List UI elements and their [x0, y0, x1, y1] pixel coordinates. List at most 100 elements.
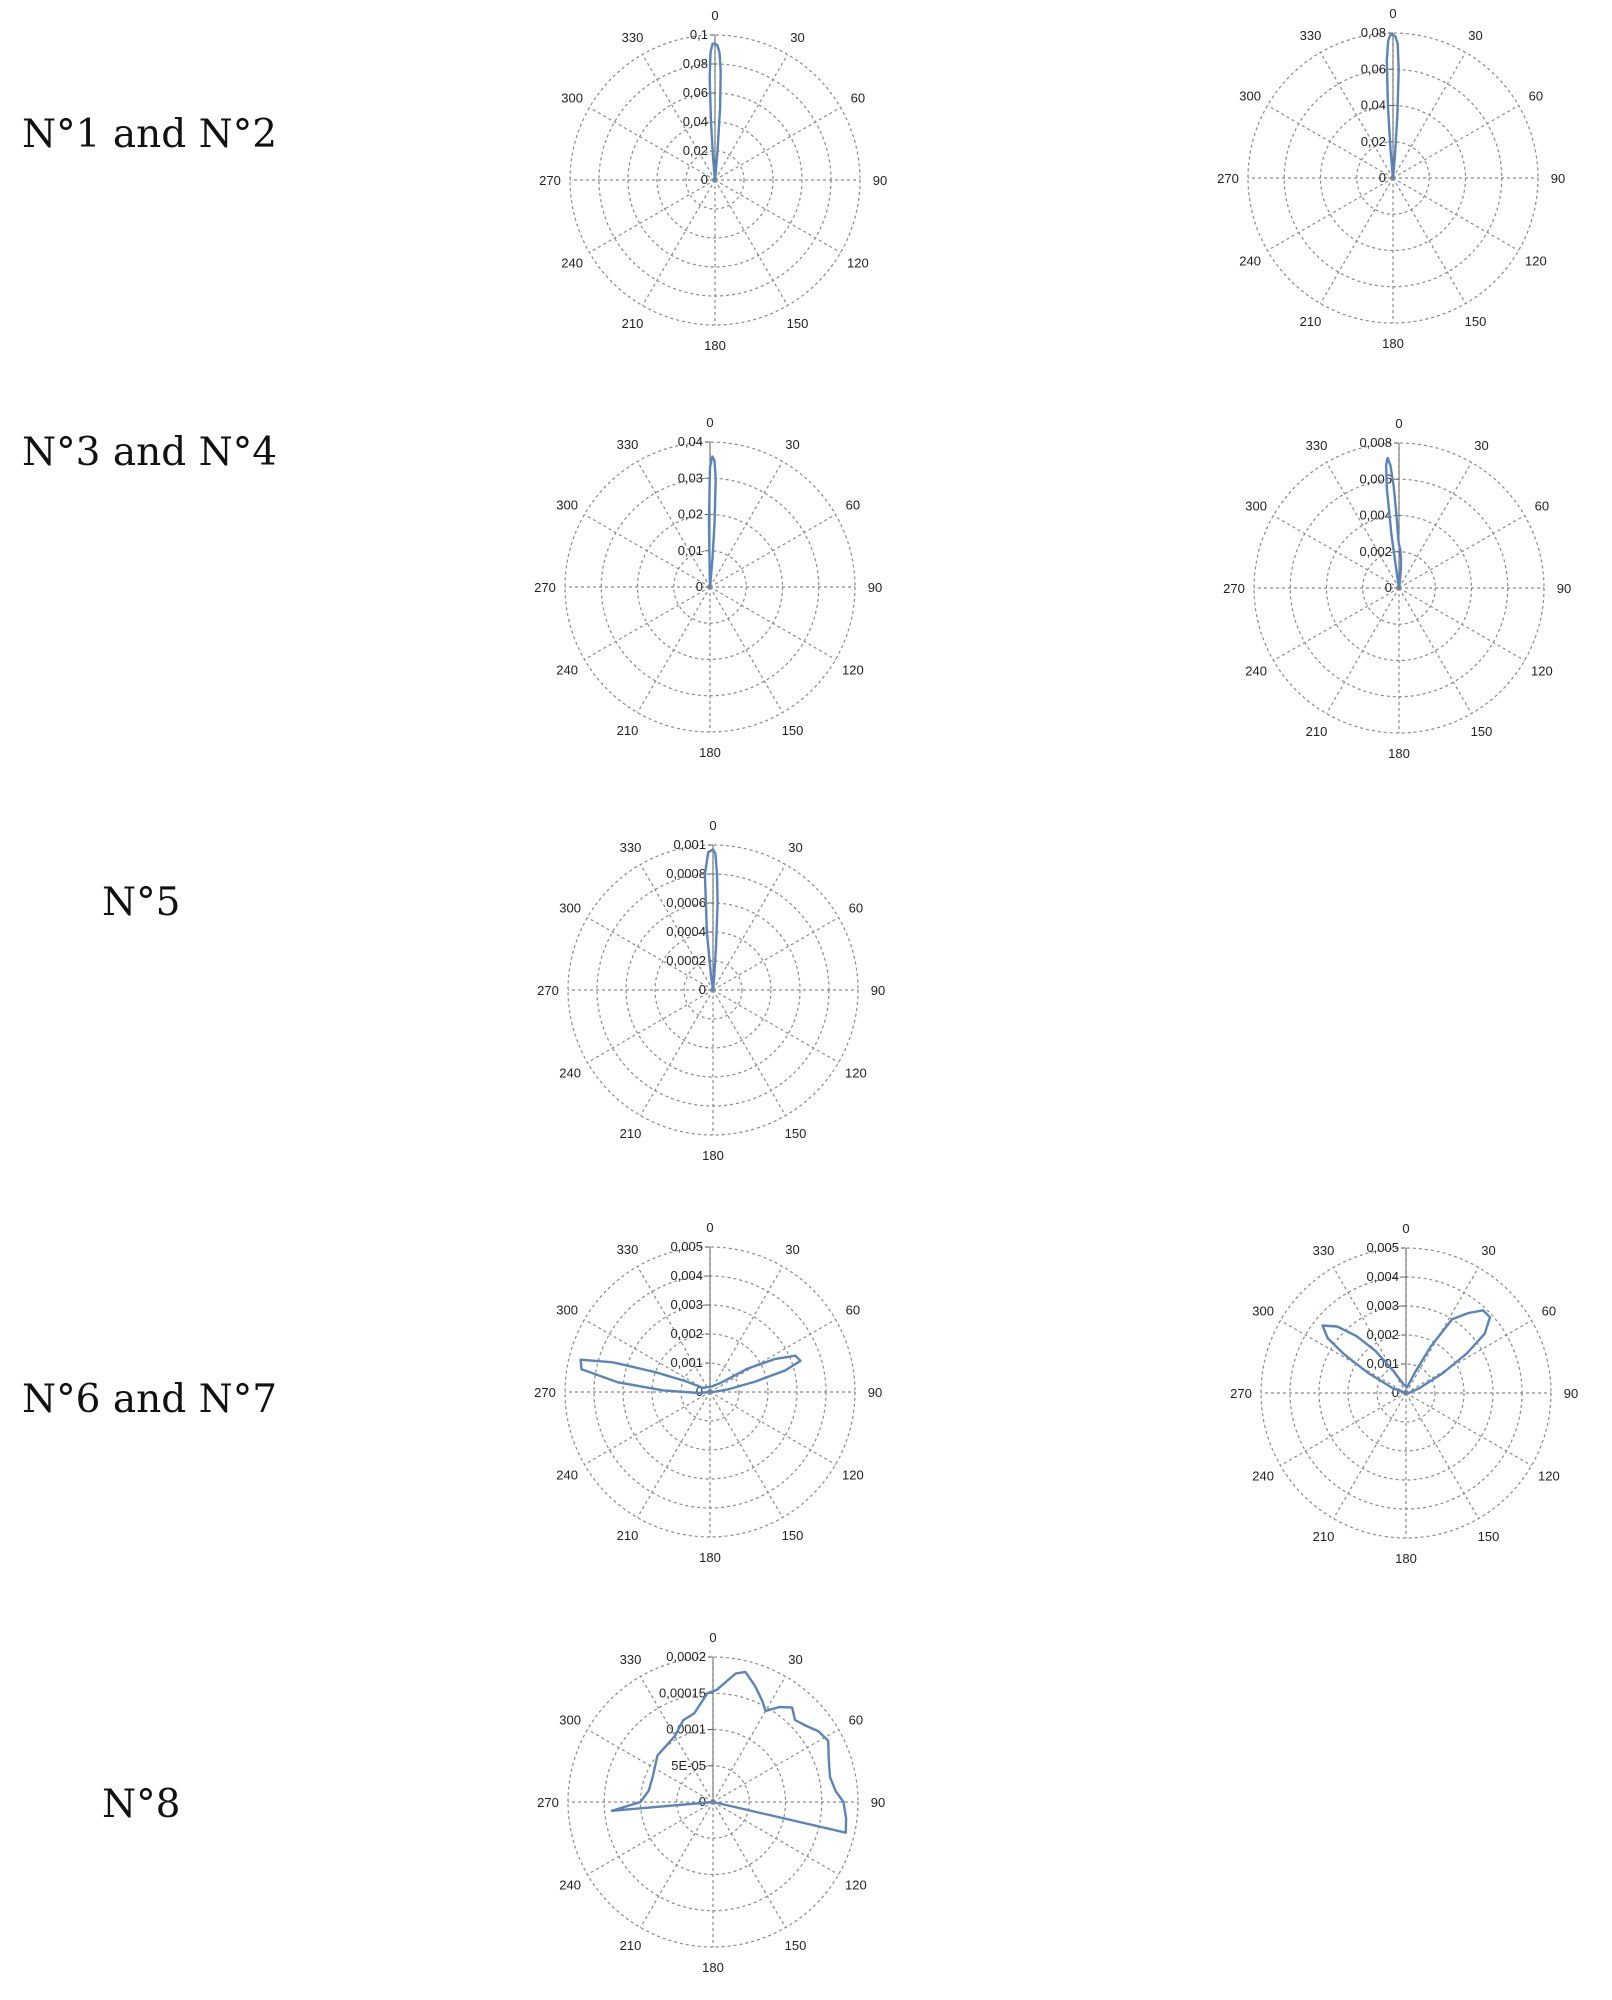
- radial-tick-label: 0,02: [683, 143, 708, 158]
- angular-tick-label: 270: [1223, 581, 1245, 596]
- angular-tick-label: 120: [847, 256, 869, 271]
- grid-ring: [683, 960, 743, 1020]
- angular-tick-label: 300: [1252, 1304, 1274, 1319]
- angular-tick-label: 60: [849, 1713, 863, 1728]
- angular-tick-label: 60: [849, 901, 863, 916]
- angular-tick-label: 270: [534, 580, 556, 595]
- grid-spoke: [1405, 1392, 1532, 1467]
- radial-tick-label: 0,04: [678, 434, 703, 449]
- grid-spoke: [1392, 177, 1467, 304]
- angular-tick-label: 0: [1389, 6, 1396, 21]
- radial-tick-label: 0,0006: [666, 895, 706, 910]
- angular-tick-label: 0: [706, 1220, 713, 1235]
- angular-tick-label: 330: [1306, 438, 1328, 453]
- radial-tick-label: 0: [699, 982, 706, 997]
- angular-tick-label: 240: [561, 256, 583, 271]
- angular-tick-label: 120: [842, 663, 864, 678]
- angular-tick-label: 150: [785, 1938, 807, 1953]
- grid-spoke: [712, 989, 839, 1064]
- polar-series-line: [1321, 1309, 1492, 1395]
- grid-spoke: [714, 179, 841, 254]
- radial-tick-label: 0,005: [1366, 1240, 1399, 1255]
- radial-tick-label: 0,0002: [666, 1649, 706, 1664]
- angular-tick-label: 240: [1252, 1469, 1274, 1484]
- grid-spoke: [639, 864, 714, 991]
- grid-spoke: [1405, 1392, 1480, 1519]
- radial-tick-label: 0,06: [683, 85, 708, 100]
- grid-spoke: [709, 513, 836, 588]
- radial-tick-label: 0,0008: [666, 866, 706, 881]
- grid-spoke: [709, 586, 784, 713]
- angular-tick-label: 0: [706, 415, 713, 430]
- angular-tick-label: 30: [1474, 438, 1488, 453]
- angular-tick-label: 120: [842, 1468, 864, 1483]
- radial-tick-label: 0,004: [670, 1268, 703, 1283]
- angular-tick-label: 210: [620, 1938, 642, 1953]
- grid-spoke: [1280, 1319, 1407, 1394]
- angular-tick-label: 30: [785, 1242, 799, 1257]
- angular-tick-label: 180: [702, 1148, 724, 1163]
- radial-tick-label: 0,0001: [666, 1722, 706, 1737]
- angular-tick-label: 150: [1478, 1529, 1500, 1544]
- grid-spoke: [636, 1391, 711, 1518]
- grid-spoke: [584, 1318, 711, 1393]
- angular-tick-label: 180: [1388, 746, 1410, 761]
- radial-tick-label: 0,08: [683, 56, 708, 71]
- angular-tick-label: 210: [620, 1126, 642, 1141]
- radial-tick-label: 0,0004: [666, 924, 706, 939]
- radial-tick-label: 0,001: [670, 1355, 703, 1370]
- angular-tick-label: 330: [620, 840, 642, 855]
- grid-ring: [685, 150, 745, 210]
- angular-tick-label: 270: [534, 1385, 556, 1400]
- angular-tick-label: 150: [1471, 724, 1493, 739]
- angular-tick-label: 60: [851, 91, 865, 106]
- grid-spoke: [641, 179, 716, 306]
- angular-tick-label: 330: [1313, 1243, 1335, 1258]
- angular-tick-label: 300: [556, 1303, 578, 1318]
- radial-tick-label: 0: [699, 1794, 706, 1809]
- angular-tick-label: 120: [845, 1066, 867, 1081]
- angular-tick-label: 0: [709, 1630, 716, 1645]
- angular-tick-label: 150: [1465, 314, 1487, 329]
- radial-tick-label: 0: [696, 579, 703, 594]
- angular-tick-label: 180: [1382, 336, 1404, 351]
- grid-spoke: [714, 106, 841, 181]
- radial-tick-label: 0,00015: [659, 1685, 706, 1700]
- angular-tick-label: 60: [1535, 499, 1549, 514]
- grid-spoke: [1405, 1319, 1532, 1394]
- grid-spoke: [589, 179, 716, 254]
- grid-spoke: [709, 1318, 836, 1393]
- angular-tick-label: 30: [785, 437, 799, 452]
- angular-tick-label: 330: [620, 1652, 642, 1667]
- angular-tick-label: 60: [1529, 89, 1543, 104]
- polar-chart-8: 05E-050,00010,000150,0002030609012015018…: [537, 1630, 885, 1975]
- radial-tick-label: 0,004: [1359, 508, 1392, 523]
- polar-chart-2: 00,020,040,060,0803060901201501802102402…: [1217, 6, 1565, 351]
- radial-tick-label: 0,008: [1359, 435, 1392, 450]
- radial-tick-label: 0,08: [1361, 25, 1386, 40]
- radial-tick-label: 0,004: [1366, 1269, 1399, 1284]
- polar-chart-7: 00,0010,0020,0030,0040,00503060901201501…: [1230, 1221, 1578, 1566]
- polar-series-line: [703, 848, 719, 992]
- angular-tick-label: 150: [787, 316, 809, 331]
- polar-chart-4: 00,0020,0040,0060,0080306090120150180210…: [1223, 416, 1571, 761]
- grid-spoke: [1325, 462, 1400, 589]
- angular-tick-label: 90: [1557, 581, 1571, 596]
- angular-tick-label: 180: [702, 1960, 724, 1975]
- angular-tick-label: 210: [1306, 724, 1328, 739]
- angular-tick-label: 300: [559, 1713, 581, 1728]
- polar-series-line: [1384, 456, 1403, 590]
- angular-tick-label: 330: [622, 30, 644, 45]
- grid-spoke: [712, 1801, 839, 1876]
- angular-tick-label: 330: [617, 1242, 639, 1257]
- grid-spoke: [584, 586, 711, 661]
- angular-tick-label: 210: [617, 1528, 639, 1543]
- grid-spoke: [1319, 177, 1394, 304]
- grid-spoke: [1398, 587, 1525, 662]
- angular-tick-label: 240: [556, 663, 578, 678]
- polar-chart-1: 00,020,040,060,080,103060901201501802102…: [539, 8, 887, 353]
- polar-chart-5: 00,00020,00040,00060,00080,0010306090120…: [537, 818, 885, 1163]
- radial-tick-label: 0: [1385, 580, 1392, 595]
- angular-tick-label: 90: [868, 580, 882, 595]
- angular-tick-label: 240: [1245, 664, 1267, 679]
